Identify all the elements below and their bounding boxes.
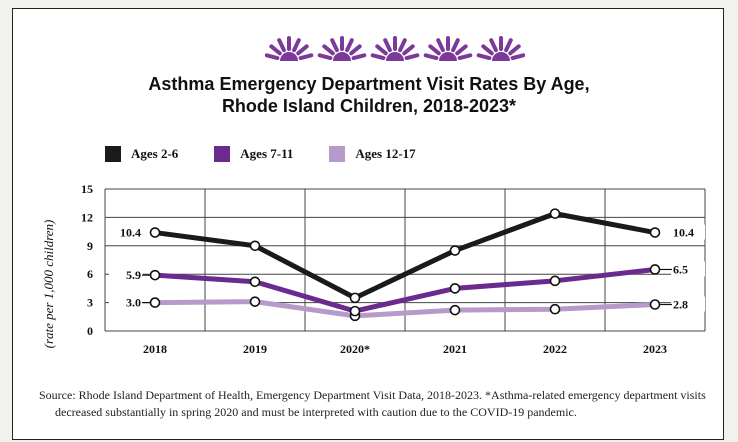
data-point — [349, 305, 361, 317]
sun-icon — [265, 36, 314, 61]
sun-icon — [317, 36, 367, 61]
series-line — [154, 299, 656, 319]
data-point — [349, 292, 361, 304]
data-label: 6.5 — [673, 262, 688, 276]
data-point — [249, 240, 261, 252]
data-point — [449, 304, 461, 316]
data-label: 10.4 — [673, 226, 694, 240]
data-point — [249, 276, 261, 288]
data-point — [149, 269, 161, 281]
series-line — [154, 211, 656, 301]
data-label: 3.0 — [126, 296, 141, 310]
legend-item-ages-7-11: Ages 7-11 — [214, 146, 293, 162]
sun-icon — [476, 36, 525, 61]
data-point — [449, 283, 461, 294]
legend-swatch — [105, 146, 121, 162]
legend-item-ages-2-6: Ages 2-6 — [105, 146, 178, 162]
data-label: 2.8 — [673, 297, 688, 311]
sun-icon — [423, 36, 473, 61]
sun-icon — [370, 36, 420, 61]
legend-item-ages-12-17: Ages 12-17 — [329, 146, 416, 162]
x-tick-label: 2021 — [443, 342, 467, 356]
x-tick-label: 2023 — [643, 342, 667, 356]
chart-title-block: Asthma Emergency Department Visit Rates … — [13, 73, 725, 117]
line-chart: 0 3 6 9 12 15 2018 2019 2020* 2021 2022 2023 10.4 10.… — [81, 182, 706, 356]
y-tick-label: 12 — [81, 210, 93, 224]
legend-label: Ages 2-6 — [131, 146, 179, 161]
source-note: Source: Rhode Island Department of Healt… — [39, 388, 706, 419]
x-tick-label: 2019 — [243, 342, 267, 356]
y-tick-label: 9 — [87, 239, 93, 253]
y-tick-label: 3 — [87, 296, 93, 310]
y-tick-label: 15 — [81, 182, 93, 196]
legend-swatch — [329, 146, 346, 162]
data-point — [549, 208, 561, 219]
chart-title: Asthma Emergency Department Visit Rates … — [148, 74, 590, 94]
data-point — [149, 227, 161, 238]
x-tick-label: 2022 — [543, 342, 567, 356]
y-tick-label: 6 — [87, 267, 93, 281]
legend-swatch — [214, 146, 231, 162]
x-tick-label: 2020* — [340, 342, 370, 356]
data-label: 5.9 — [126, 268, 141, 282]
chart-subtitle: Rhode Island Children, 2018-2023* — [221, 96, 517, 116]
data-point — [649, 264, 661, 275]
sun-decoration-row — [265, 36, 525, 61]
series-line — [154, 266, 656, 314]
data-label: 10.4 — [120, 226, 141, 240]
x-tick-label: 2018 — [143, 342, 167, 356]
data-point — [249, 296, 261, 307]
chart-card: Asthma Emergency Department Visit Rates … — [12, 8, 724, 440]
data-point — [649, 299, 661, 310]
data-point — [449, 245, 461, 256]
data-point — [649, 227, 661, 238]
legend: Ages 2-6 Ages 7-11 Ages 12-17 — [105, 145, 452, 163]
y-tick-label: 0 — [87, 324, 93, 338]
data-point — [549, 303, 561, 315]
data-point — [549, 275, 561, 287]
legend-label: Ages 7-11 — [240, 146, 294, 161]
data-point — [149, 297, 161, 308]
legend-label: Ages 12-17 — [355, 146, 416, 161]
